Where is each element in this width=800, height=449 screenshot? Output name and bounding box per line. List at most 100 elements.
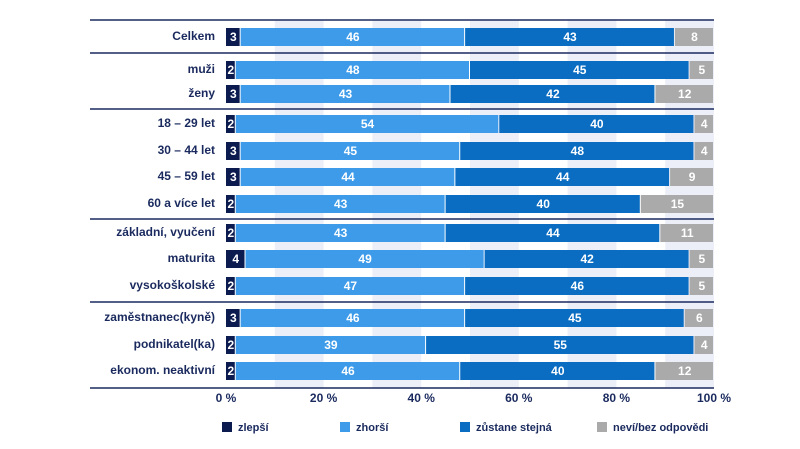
bar-segment <box>660 224 713 242</box>
value-label: 5 <box>698 63 705 77</box>
bar-segment <box>694 115 713 133</box>
bar-segment <box>226 362 235 380</box>
value-label: 55 <box>554 338 568 352</box>
value-label: 2 <box>228 117 235 131</box>
value-label: 3 <box>230 144 237 158</box>
value-label: 42 <box>580 252 594 266</box>
bar-segment <box>445 195 640 213</box>
x-tick-label: 20 % <box>310 391 338 405</box>
bar-segment <box>655 362 713 380</box>
value-label: 3 <box>230 87 237 101</box>
value-label: 45 <box>344 144 358 158</box>
value-label: 12 <box>678 87 692 101</box>
x-tick-label: 60 % <box>505 391 533 405</box>
value-label: 48 <box>571 144 585 158</box>
value-label: 54 <box>361 117 375 131</box>
x-tick-label: 40 % <box>408 391 436 405</box>
bar-segment <box>445 224 660 242</box>
value-label: 8 <box>691 30 698 44</box>
value-label: 3 <box>230 170 237 184</box>
x-tick-label: 100 % <box>697 391 731 405</box>
value-label: 43 <box>563 30 577 44</box>
category-label: 60 a více let <box>148 196 215 210</box>
value-label: 4 <box>701 338 708 352</box>
value-label: 6 <box>696 311 703 325</box>
value-label: 43 <box>339 87 353 101</box>
bar-segment <box>426 336 694 354</box>
value-label: 4 <box>232 252 239 266</box>
value-label: 43 <box>334 197 348 211</box>
value-label: 44 <box>546 226 560 240</box>
bar-segment <box>499 115 694 133</box>
category-label: vysokoškolské <box>130 278 216 292</box>
bar-segment <box>226 115 235 133</box>
value-label: 4 <box>701 144 708 158</box>
legend-swatch <box>340 422 350 432</box>
bar-segment <box>240 85 450 103</box>
value-label: 15 <box>671 197 685 211</box>
bar-segment <box>235 115 499 133</box>
value-label: 2 <box>228 226 235 240</box>
bar-segment <box>484 250 689 268</box>
bar-segment <box>226 28 240 46</box>
bar-segment <box>235 61 469 79</box>
bar-segment <box>226 61 235 79</box>
value-label: 46 <box>571 279 585 293</box>
bar-segment <box>226 168 240 186</box>
value-label: 43 <box>334 226 348 240</box>
value-label: 2 <box>228 338 235 352</box>
bar-segment <box>655 85 713 103</box>
bar-segment <box>470 61 689 79</box>
legend-label: zůstane stejná <box>476 422 553 434</box>
bar-segment <box>465 309 684 327</box>
legend-label: zhorší <box>356 422 389 434</box>
value-label: 40 <box>537 197 551 211</box>
value-label: 40 <box>551 364 565 378</box>
value-label: 46 <box>341 364 355 378</box>
bar-segment <box>465 28 674 46</box>
value-label: 49 <box>358 252 372 266</box>
bar-segment <box>689 277 713 295</box>
value-label: 3 <box>230 30 237 44</box>
value-label: 9 <box>689 170 696 184</box>
value-label: 45 <box>573 63 587 77</box>
category-label: ekonom. neaktivní <box>110 363 215 377</box>
category-label: podnikatel(ka) <box>134 337 215 351</box>
value-label: 39 <box>324 338 338 352</box>
category-label: ženy <box>188 86 215 100</box>
value-label: 44 <box>341 170 355 184</box>
bar-segment <box>240 28 465 46</box>
category-label: 45 – 59 let <box>158 169 215 183</box>
bar-segment <box>240 142 460 160</box>
value-label: 5 <box>698 279 705 293</box>
bar-segment <box>226 195 235 213</box>
bar-segment <box>226 336 235 354</box>
value-label: 3 <box>230 311 237 325</box>
value-label: 44 <box>556 170 570 184</box>
x-tick-label: 0 % <box>216 391 237 405</box>
bar-segment <box>670 168 713 186</box>
legend-swatch <box>222 422 232 432</box>
legend-swatch <box>597 422 607 432</box>
bar-segment <box>694 142 713 160</box>
bar-segment <box>240 168 455 186</box>
bar-segment <box>455 168 670 186</box>
value-label: 46 <box>346 311 360 325</box>
bar-segment <box>674 28 713 46</box>
bar-segment <box>240 309 465 327</box>
value-label: 47 <box>344 279 358 293</box>
bar-segment <box>235 195 445 213</box>
bar-segment <box>465 277 689 295</box>
category-label: 18 – 29 let <box>158 116 215 130</box>
value-label: 46 <box>346 30 360 44</box>
bar-segment <box>689 61 713 79</box>
category-label: zaměstnanec(kyně) <box>104 310 215 324</box>
bar-segment <box>235 362 460 380</box>
value-label: 45 <box>568 311 582 325</box>
category-label: Celkem <box>172 29 215 43</box>
x-tick-label: 80 % <box>603 391 631 405</box>
bar-segment <box>684 309 713 327</box>
value-label: 5 <box>698 252 705 266</box>
bar-segment <box>640 195 713 213</box>
